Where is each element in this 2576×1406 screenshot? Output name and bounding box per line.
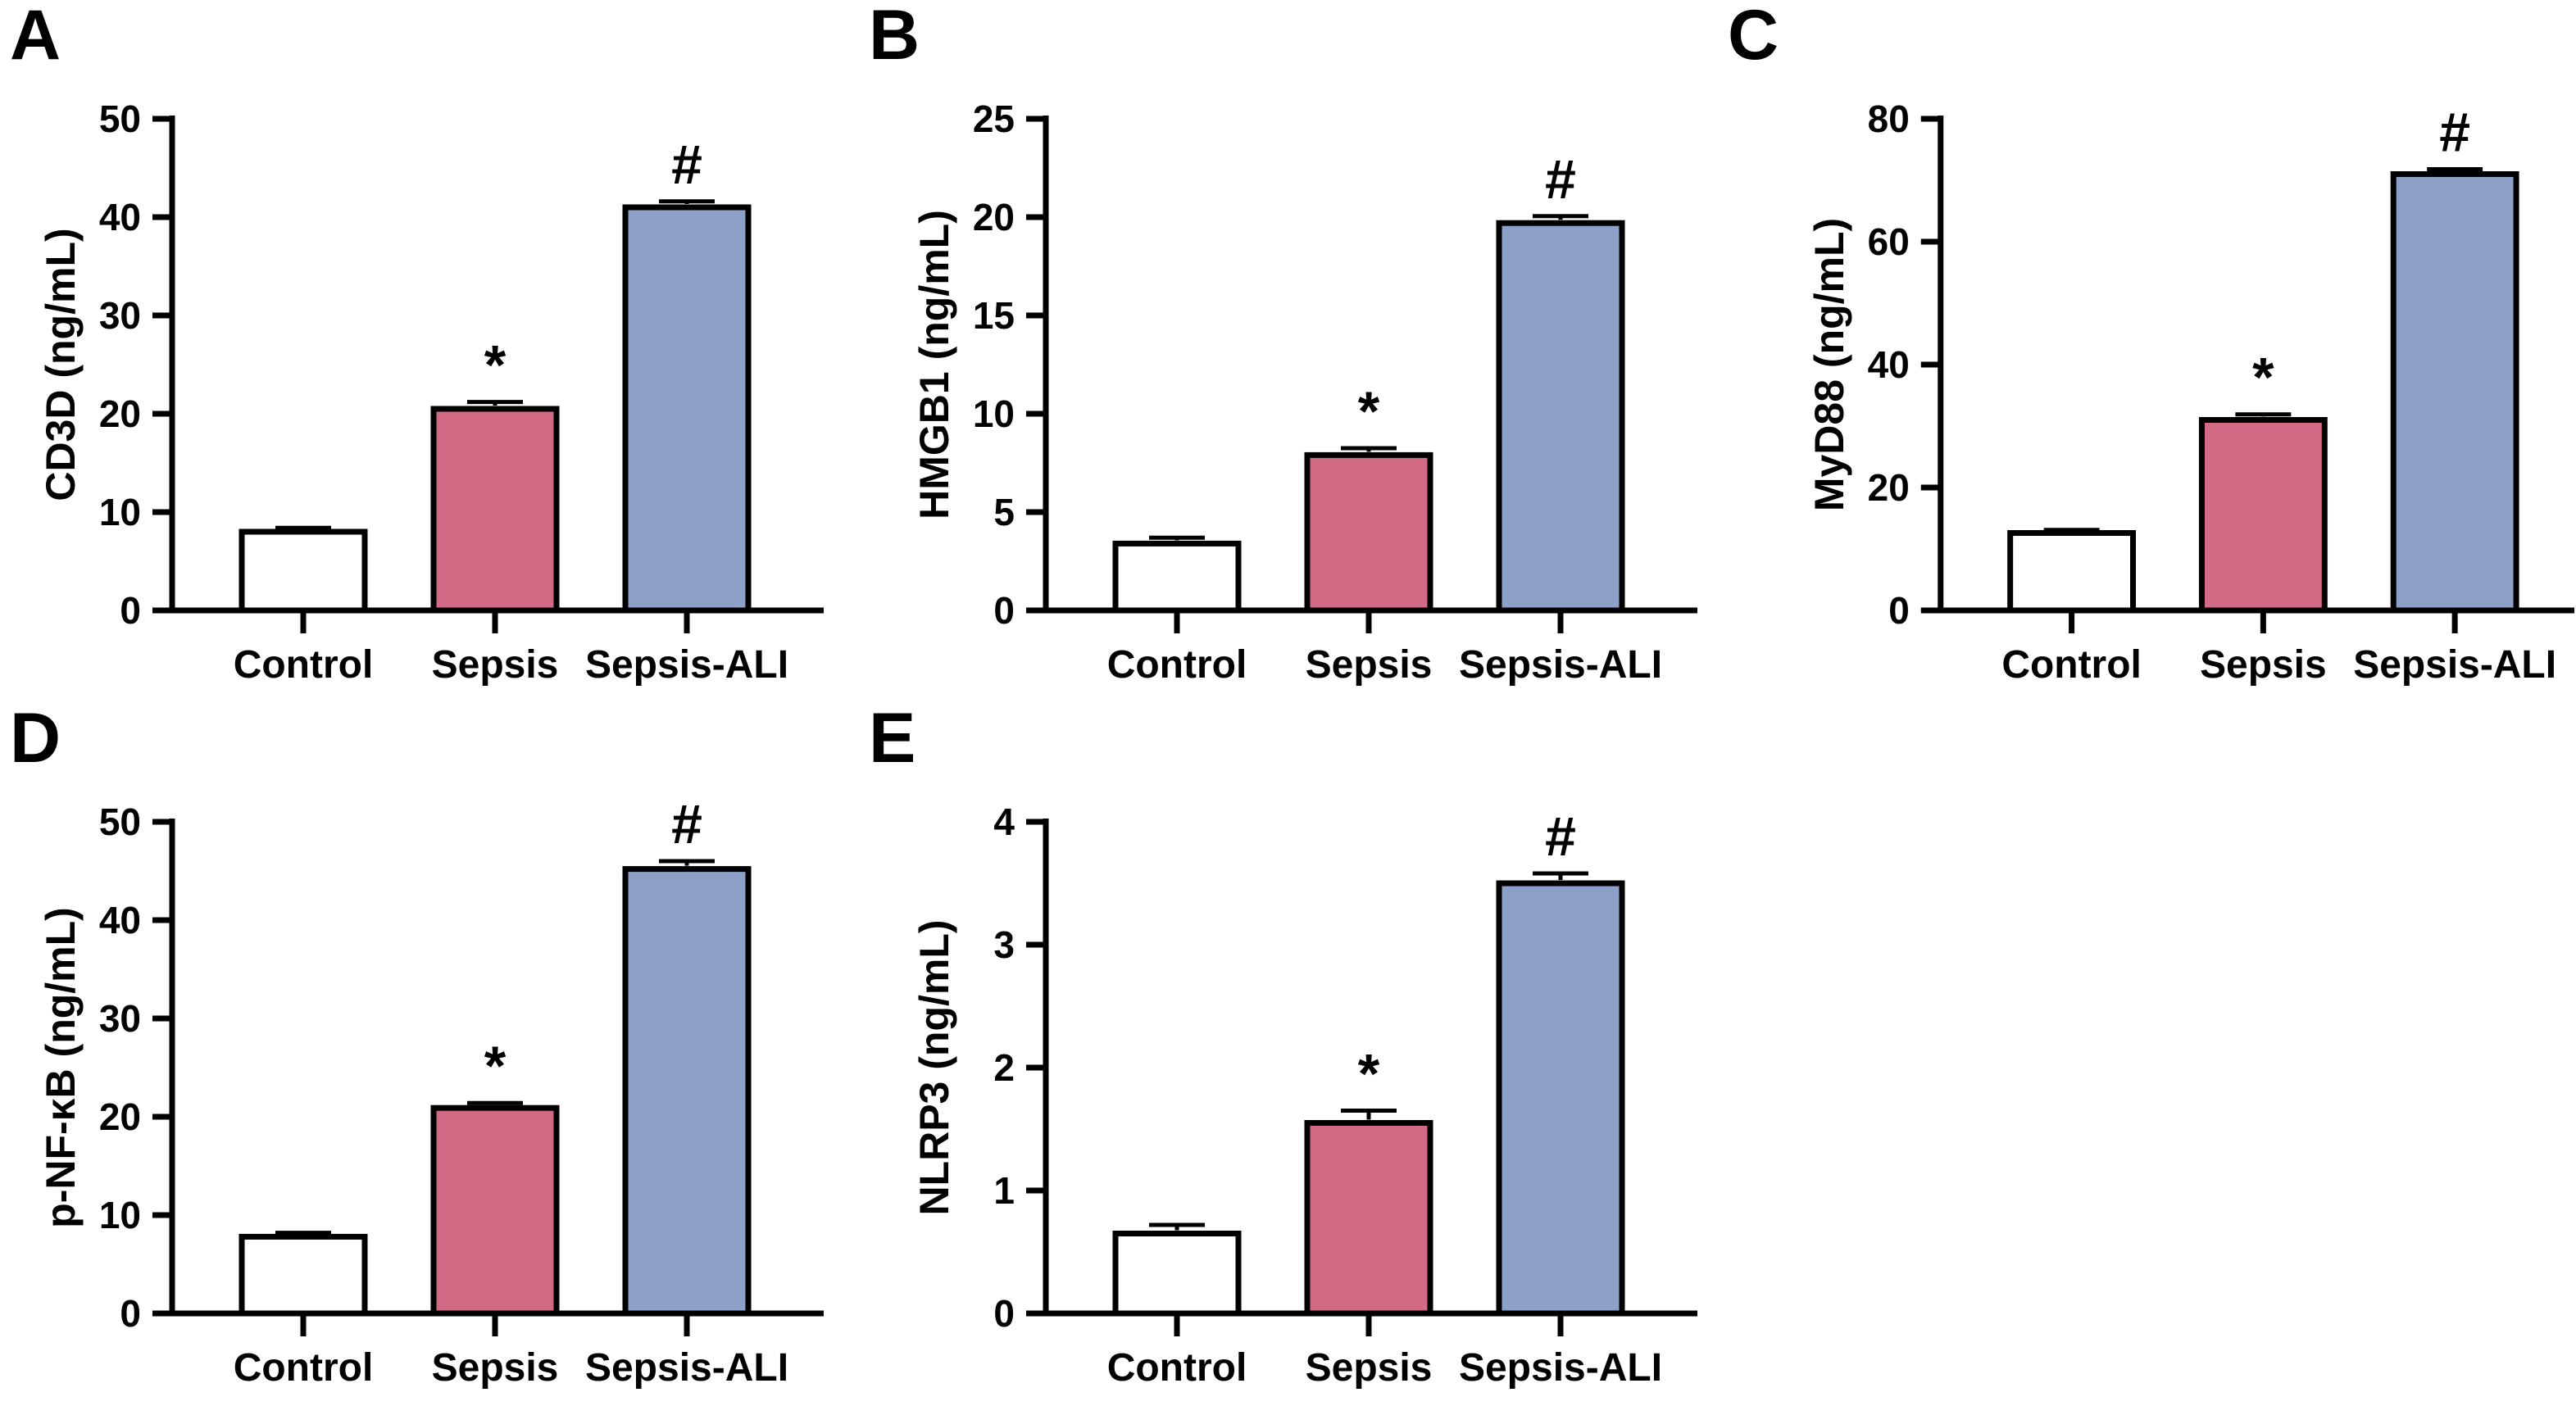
y-axis-title: HMGB1 (ng/mL) (911, 210, 957, 519)
y-tick-label: 40 (99, 899, 141, 941)
y-axis-title: CD3D (ng/mL) (38, 228, 84, 501)
x-category-label: Sepsis-ALI (2353, 643, 2556, 687)
significance-marker: # (671, 134, 702, 196)
bar-sepsis (430, 406, 560, 614)
y-tick-label: 15 (973, 294, 1015, 337)
panel-a: A 0 10 20 30 40 50 CD3D (ng/mL) Control * Sepsis #… (0, 0, 859, 703)
x-category-label: Control (234, 643, 374, 687)
y-tick-label: 3 (993, 923, 1015, 966)
y-tick-label: 10 (973, 392, 1015, 435)
y-tick-label: 30 (99, 997, 141, 1040)
x-category-label: Sepsis-ALI (585, 1346, 788, 1390)
bar-control (1112, 540, 1242, 614)
panel-b: B 0 5 10 15 20 25 HMGB1 (ng/mL) Control * Sepsis #… (859, 0, 1718, 703)
y-tick-label: 0 (120, 1292, 141, 1335)
y-tick-label: 10 (99, 491, 141, 533)
x-category-label: Sepsis (1306, 1346, 1433, 1390)
bar-control (2007, 530, 2137, 614)
bar-control (239, 1233, 368, 1317)
significance-marker: * (1358, 1043, 1380, 1105)
bar-sepsis-ali (622, 204, 752, 614)
y-tick-label: 20 (99, 392, 141, 435)
panel-e: E 0 1 2 3 4 NLRP3 (ng/mL) Control * Sepsis # Sepsi… (859, 699, 1718, 1406)
y-tick-label: 5 (993, 491, 1015, 533)
bar-sepsis (1304, 451, 1433, 614)
x-category-label: Sepsis-ALI (1459, 643, 1662, 687)
bar-chart-cd3d: 0 10 20 30 40 50 CD3D (ng/mL) Control * Sepsis # Se… (38, 98, 824, 687)
y-tick-label: 20 (973, 196, 1015, 238)
panel-b-letter: B (869, 0, 920, 75)
y-tick-label: 40 (99, 196, 141, 238)
bar-chart-nlrp3: 0 1 2 3 4 NLRP3 (ng/mL) Control * Sepsis # Sepsis-… (911, 801, 1697, 1390)
significance-marker: * (484, 334, 507, 397)
y-axis-title: NLRP3 (ng/mL) (911, 919, 957, 1215)
x-category-label: Sepsis (2200, 643, 2327, 687)
x-category-label: Sepsis (1306, 643, 1433, 687)
bar-sepsis-ali (1496, 220, 1625, 614)
y-tick-label: 40 (1868, 343, 1910, 386)
significance-marker: * (1358, 380, 1380, 442)
y-tick-label: 0 (1888, 589, 1910, 632)
bar-chart-pnfkb: 0 10 20 30 40 50 p-NF-κB (ng/mL) Control * Sepsis… (38, 793, 824, 1390)
bar-sepsis-ali (1496, 880, 1625, 1317)
y-tick-label: 20 (99, 1095, 141, 1138)
panel-e-letter: E (869, 699, 916, 778)
panel-c: C 0 20 40 60 80 MyD88 (ng/mL) Control * Sepsis # S… (1718, 0, 2576, 703)
bar-sepsis (1304, 1120, 1433, 1317)
y-tick-label: 50 (99, 801, 141, 843)
y-tick-label: 10 (99, 1194, 141, 1236)
bar-sepsis-ali (622, 866, 752, 1317)
x-category-label: Control (2001, 643, 2141, 687)
significance-marker: * (2252, 347, 2274, 409)
bar-sepsis-ali (2390, 171, 2519, 614)
significance-marker: # (1545, 805, 1576, 868)
y-tick-label: 0 (993, 1292, 1015, 1335)
bar-control (1112, 1231, 1242, 1317)
significance-marker: # (2439, 101, 2470, 163)
bar-chart-hmgb1: 0 5 10 15 20 25 HMGB1 (ng/mL) Control * Sepsis # Se… (911, 98, 1697, 687)
significance-marker: # (1545, 148, 1576, 211)
bar-control (239, 528, 368, 614)
y-axis-title: MyD88 (ng/mL) (1806, 218, 1852, 511)
x-category-label: Sepsis (432, 1346, 559, 1390)
panel-d-letter: D (10, 699, 61, 778)
y-tick-label: 25 (973, 98, 1015, 140)
y-tick-label: 30 (99, 294, 141, 337)
y-tick-label: 0 (993, 589, 1015, 632)
y-axis-title: p-NF-κB (ng/mL) (38, 907, 84, 1228)
y-tick-label: 60 (1868, 220, 1910, 263)
y-tick-label: 4 (993, 801, 1015, 843)
bar-sepsis (2198, 417, 2328, 614)
x-category-label: Control (234, 1346, 374, 1390)
panel-d: D 0 10 20 30 40 50 p-NF-κB (ng/mL) Control * Seps… (0, 699, 859, 1406)
panel-c-letter: C (1728, 0, 1779, 75)
bar-sepsis (430, 1104, 560, 1317)
y-tick-label: 0 (120, 589, 141, 632)
y-tick-label: 2 (993, 1046, 1015, 1089)
x-category-label: Control (1107, 643, 1247, 687)
x-category-label: Sepsis-ALI (1459, 1346, 1662, 1390)
significance-marker: * (484, 1035, 507, 1097)
y-tick-label: 80 (1868, 98, 1910, 140)
x-category-label: Control (1107, 1346, 1247, 1390)
x-category-label: Sepsis-ALI (585, 643, 788, 687)
x-category-label: Sepsis (432, 643, 559, 687)
panel-a-letter: A (10, 0, 61, 75)
panel-empty (1718, 703, 2576, 1406)
bar-chart-myd88: 0 20 40 60 80 MyD88 (ng/mL) Control * Sepsis # Sep… (1806, 98, 2575, 687)
y-tick-label: 1 (993, 1169, 1015, 1212)
y-tick-label: 50 (99, 98, 141, 140)
significance-marker: # (671, 793, 702, 855)
y-tick-label: 20 (1868, 466, 1910, 509)
